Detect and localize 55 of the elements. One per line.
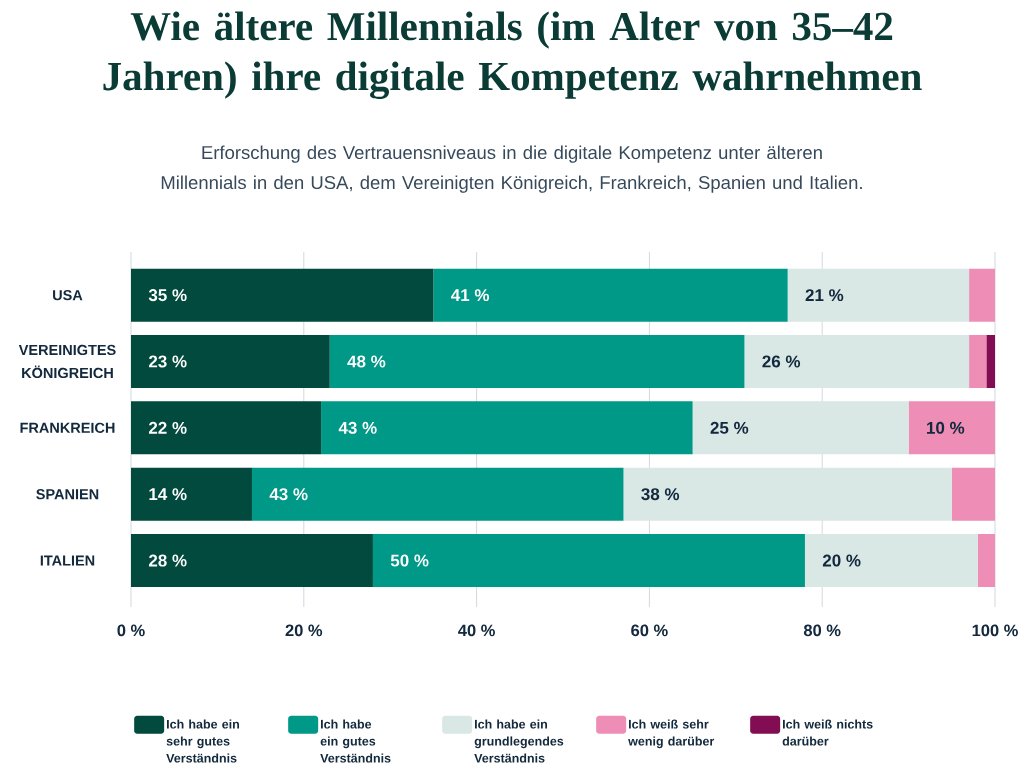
bar [744,334,970,388]
bar [131,467,252,521]
bar [787,268,970,322]
bar [321,401,693,455]
x-tick-label: 100 % [972,624,1018,637]
bar [986,334,996,388]
bar [969,268,996,322]
y-tick-label: ITALIEN [40,555,95,566]
data-label: 20 % [822,554,861,567]
data-label: 21 % [805,289,844,302]
bar [951,467,996,521]
x-tick-label: 80 % [803,624,841,637]
x-tick-label: 40 % [458,624,495,637]
legend-label: Ich habe ein sehr gutes Verständnis [166,719,240,763]
y-tick-label: USA [53,290,83,301]
y-tick-label: FRANKREICH [20,422,115,433]
bar [372,534,805,588]
bar [804,534,978,588]
bar [977,534,996,588]
data-label: 43 % [338,421,377,434]
legend-label: Ich weiß nichts darüber [782,719,873,746]
bar [131,268,434,322]
data-label: 50 % [390,554,429,567]
y-tick-label: VEREINIGTES KÖNIGREICH [18,344,116,379]
data-label: 41 % [451,289,490,302]
x-tick-label: 60 % [631,624,668,637]
bar [623,467,952,521]
chart-subtitle: Erforschung des Vertrauensniveaus in die digitale Kompetenz unter älteren Millennials in den USA, dem Vereinigten Königreich, Frankreich, Spanien und Italien. [161,145,862,193]
data-label: 23 % [148,355,187,368]
data-label: 26 % [762,355,801,368]
data-label: 48 % [347,355,386,368]
bar [969,334,987,388]
bar [908,401,996,455]
chart-title: Wie ältere Millennials (im Alter von 35–42 Jahren) ihre digitale Kompetenz wahrnehmen [103,11,922,100]
bar [131,334,330,388]
bar [251,467,624,521]
data-label: 35 % [148,289,187,302]
x-tick-label: 0 % [117,624,145,637]
legend-label: Ich habe ein grundlegendes Verständnis [474,719,564,763]
bar [131,534,373,588]
data-label: 38 % [641,488,680,501]
data-label: 43 % [269,488,308,501]
data-label: 14 % [149,488,187,501]
y-tick-label: SPANIEN [36,489,99,500]
bar [329,334,745,388]
bar [692,401,909,455]
legend-label: Ich habe ein gutes Verständnis [320,719,391,763]
data-label: 28 % [148,554,187,567]
legend-label: Ich weiß sehr wenig darüber [628,719,715,749]
bar [131,401,322,455]
bar [433,268,788,322]
data-label: 25 % [710,421,749,434]
x-tick-label: 20 % [285,624,323,637]
data-label: 22 % [148,421,187,434]
data-label: 10 % [927,421,965,434]
